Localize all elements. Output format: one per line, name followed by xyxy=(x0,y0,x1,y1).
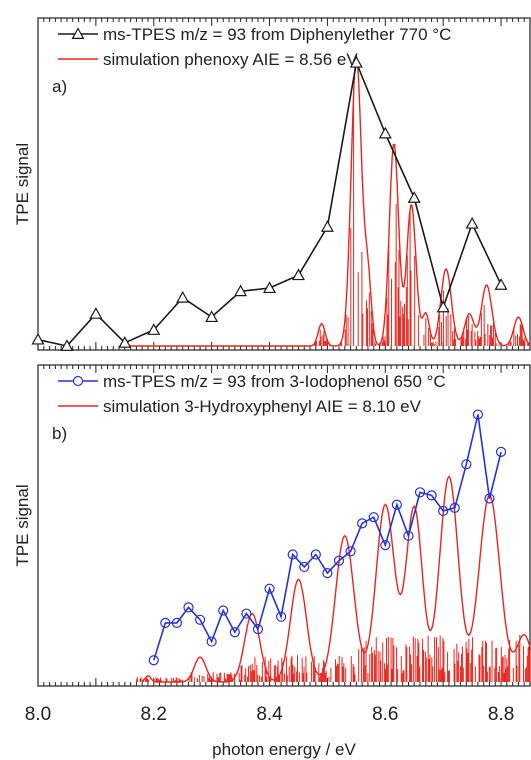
data-point xyxy=(171,617,183,629)
panel-a-x-ticks xyxy=(37,18,531,350)
data-point xyxy=(241,608,252,619)
data-point xyxy=(333,555,345,566)
data-point xyxy=(299,561,310,573)
data-point xyxy=(252,624,264,635)
experiment-line xyxy=(37,59,502,347)
data-point xyxy=(287,549,298,560)
data-point xyxy=(194,614,206,625)
data-point xyxy=(322,568,333,579)
experiment-line xyxy=(153,414,502,661)
data-point xyxy=(495,446,507,457)
data-point xyxy=(391,499,402,510)
data-point xyxy=(183,602,194,613)
panel-a: TPE signal a) ms-TPES m/z = 93 from Diph… xyxy=(13,17,531,351)
data-point xyxy=(291,268,305,281)
panel-b: TPE signal b) ms-TPES m/z = 93 from 3-Io… xyxy=(13,364,531,687)
data-point xyxy=(118,336,132,348)
panel-b-legend: ms-TPES m/z = 93 from 3-Iodophenol 650 °… xyxy=(58,372,446,416)
legend-marker-iodophenol xyxy=(58,375,98,387)
data-point xyxy=(264,583,275,594)
simulation-envelope xyxy=(124,55,531,347)
data-point xyxy=(438,505,449,517)
data-point xyxy=(60,339,74,351)
legend-circle-marker xyxy=(72,375,84,387)
panel-a-label: a) xyxy=(52,77,67,96)
data-point xyxy=(378,126,392,139)
data-point xyxy=(234,284,248,297)
simulation-envelope xyxy=(141,475,531,683)
panel-a-experiment xyxy=(31,55,508,351)
x-tick-label: 8.2 xyxy=(141,704,167,725)
data-point xyxy=(229,627,240,638)
x-tick-label: 8.4 xyxy=(256,704,283,725)
data-point xyxy=(206,636,217,647)
data-point xyxy=(31,332,45,345)
data-point xyxy=(403,530,414,541)
data-point xyxy=(147,323,161,335)
data-point xyxy=(89,307,103,319)
legend-label-phenoxy-simulation: simulation phenoxy AIE = 8.56 eV xyxy=(103,50,358,69)
data-point xyxy=(461,459,472,470)
x-tick-label: 8.0 xyxy=(25,704,51,725)
data-point xyxy=(148,655,159,666)
panel-b-x-ticks xyxy=(37,365,531,686)
data-point xyxy=(205,310,219,323)
data-point xyxy=(426,490,437,501)
legend-label-diphenylether: ms-TPES m/z = 93 from Diphenylether 770 … xyxy=(103,25,451,44)
x-axis-tick-labels: 8.0 8.2 8.4 8.6 8.8 xyxy=(25,704,514,725)
data-point xyxy=(345,546,356,557)
data-point xyxy=(449,502,460,513)
legend-label-iodophenol: ms-TPES m/z = 93 from 3-Iodophenol 650 °… xyxy=(103,372,446,391)
data-point xyxy=(276,611,287,622)
legend-triangle-marker xyxy=(71,27,85,40)
data-point xyxy=(472,409,484,420)
panel-a-legend: ms-TPES m/z = 93 from Diphenylether 770 … xyxy=(58,25,451,69)
data-point xyxy=(218,605,229,616)
data-point xyxy=(494,278,508,290)
data-point xyxy=(176,290,190,303)
data-point xyxy=(484,493,495,504)
data-point xyxy=(160,617,171,629)
data-point xyxy=(357,518,368,529)
panel-b-frame xyxy=(37,364,531,687)
x-axis-label: photon energy / eV xyxy=(212,740,356,759)
data-point xyxy=(263,281,277,294)
panel-a-simulation xyxy=(124,55,531,347)
data-point xyxy=(465,216,479,229)
data-point xyxy=(310,549,321,560)
panel-a-y-axis-label: TPE signal xyxy=(13,143,32,225)
legend-marker-diphenylether xyxy=(58,27,98,40)
data-point xyxy=(380,540,391,551)
data-point xyxy=(414,487,426,498)
legend-label-hydroxyphenyl-simulation: simulation 3-Hydroxyphenyl AIE = 8.10 eV xyxy=(103,397,422,416)
x-tick-label: 8.6 xyxy=(372,704,398,725)
panel-b-experiment xyxy=(148,409,507,666)
data-point xyxy=(407,191,421,203)
data-point xyxy=(436,300,450,313)
panel-b-label: b) xyxy=(52,424,67,443)
data-point xyxy=(320,220,334,232)
data-point xyxy=(349,55,363,68)
data-point xyxy=(368,512,379,523)
panel-a-frame xyxy=(37,17,531,351)
x-tick-label: 8.8 xyxy=(488,704,514,725)
panel-b-simulation xyxy=(135,475,531,683)
panel-b-y-axis-label: TPE signal xyxy=(13,484,32,566)
